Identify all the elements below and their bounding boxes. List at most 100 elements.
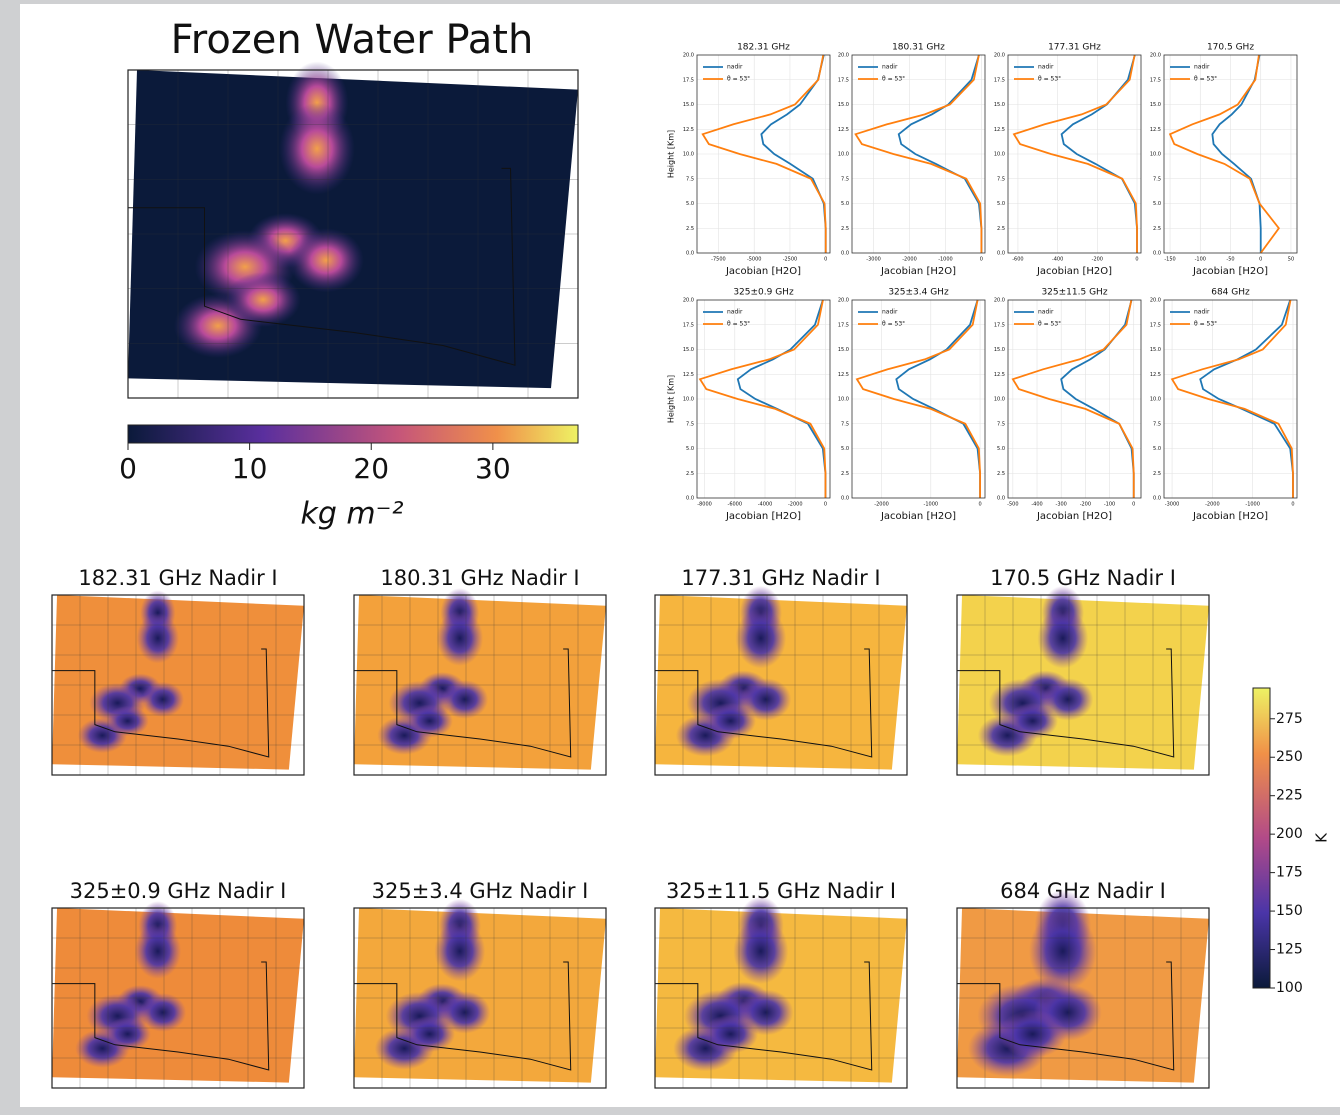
legend-label: θ = 53°: [1194, 76, 1217, 83]
colorbar-tick-label: 0: [119, 452, 137, 485]
y-tick-label: 2.5: [686, 226, 694, 232]
storm-feature: [406, 704, 453, 738]
y-tick-label: 17.5: [994, 77, 1005, 83]
x-tick-label: 0: [1135, 257, 1138, 263]
x-tick-label: -6000: [728, 502, 743, 508]
state-border: [957, 961, 1175, 1071]
map-title: 684 GHz Nadir I: [1000, 879, 1166, 903]
y-tick-label: 2.5: [1153, 471, 1161, 477]
y-tick-label: 2.5: [841, 471, 849, 477]
map-frame: [654, 594, 908, 776]
plot-frame: [1007, 299, 1142, 499]
y-tick-label: 0.0: [841, 496, 849, 502]
y-tick-label: 0.0: [841, 251, 849, 257]
colorbar-tick-label: 125: [1276, 942, 1303, 958]
jacobian-line: [1199, 299, 1294, 498]
storm-feature: [225, 272, 301, 328]
x-tick-label: -150: [1164, 257, 1175, 263]
jacobian-line: [1012, 54, 1138, 253]
y-tick-label: 17.5: [1150, 77, 1161, 83]
state-border: [128, 167, 516, 366]
subplot-title: 684 GHz: [1211, 288, 1250, 298]
x-axis-label: Jacobian [H2O]: [1036, 266, 1112, 277]
map-frame: [51, 594, 305, 776]
storm-feature: [279, 102, 355, 195]
storm-feature: [139, 992, 187, 1032]
y-tick-label: 10.0: [683, 397, 694, 403]
y-tick-label: 7.5: [1153, 421, 1161, 427]
jacobian-line: [1011, 299, 1135, 498]
y-tick-label: 0.0: [686, 251, 694, 257]
y-tick-label: 12.5: [994, 372, 1005, 378]
legend-label: nadir: [1194, 64, 1210, 71]
x-tick-label: 0: [978, 502, 981, 508]
storm-feature: [1007, 702, 1059, 740]
storm-feature: [106, 705, 149, 737]
y-tick-label: 17.5: [1150, 322, 1161, 328]
y-tick-label: 20.0: [838, 298, 849, 304]
y-tick-label: 20.0: [1150, 298, 1161, 304]
colorbar-label: K: [1313, 832, 1331, 843]
x-axis-label: Jacobian [H2O]: [1036, 511, 1112, 522]
map-title: 325±3.4 GHz Nadir I: [372, 879, 589, 903]
y-tick-label: 12.5: [1150, 127, 1161, 133]
y-tick-label: 10.0: [838, 397, 849, 403]
colorbar-tick-label: 150: [1276, 903, 1303, 919]
y-tick-label: 7.5: [686, 176, 694, 182]
y-tick-label: 5.0: [1153, 446, 1161, 452]
storm-feature: [1028, 910, 1097, 992]
colorbar-tick-label: 30: [475, 452, 511, 485]
map-title: 170.5 GHz Nadir I: [990, 566, 1176, 590]
storm-feature: [439, 991, 491, 1034]
x-tick-label: -2000: [902, 257, 917, 263]
y-tick-label: 12.5: [994, 127, 1005, 133]
storm-feature: [998, 1009, 1067, 1059]
subplot-title: 325±3.4 GHz: [888, 288, 949, 298]
map-title: 180.31 GHz Nadir I: [380, 566, 579, 590]
storm-feature: [703, 1014, 759, 1054]
jacobian-line: [701, 54, 827, 253]
map-frame: [956, 907, 1210, 1089]
map-frame: [51, 907, 305, 1089]
x-tick-label: -8000: [697, 502, 712, 508]
y-tick-label: 2.5: [1153, 226, 1161, 232]
y-axis-label: Height [Km]: [667, 130, 676, 178]
y-tick-label: 15.0: [838, 102, 849, 108]
y-tick-label: 10.0: [838, 152, 849, 158]
x-tick-label: -1000: [1245, 502, 1260, 508]
plot-frame: [1007, 54, 1142, 254]
y-tick-label: 15.0: [994, 102, 1005, 108]
y-tick-label: 0.0: [686, 496, 694, 502]
y-tick-label: 15.0: [1150, 102, 1161, 108]
y-tick-label: 7.5: [997, 421, 1005, 427]
subplot-title: 325±0.9 GHz: [733, 288, 794, 298]
x-axis-label: Jacobian [H2O]: [725, 266, 801, 277]
jacobian-line: [1168, 54, 1280, 254]
y-tick-label: 17.5: [838, 322, 849, 328]
chart-title: Frozen Water Path: [171, 17, 534, 63]
y-tick-label: 10.0: [1150, 397, 1161, 403]
storm-feature: [141, 681, 185, 718]
y-tick-label: 17.5: [683, 322, 694, 328]
y-tick-label: 5.0: [841, 201, 849, 207]
storm-feature: [104, 1017, 151, 1051]
legend-label: θ = 53°: [727, 321, 750, 328]
subplot-title: 180.31 GHz: [892, 43, 945, 53]
y-tick-label: 7.5: [997, 176, 1005, 182]
x-tick-label: 0: [824, 257, 827, 263]
y-tick-label: 7.5: [686, 421, 694, 427]
y-tick-label: 5.0: [686, 201, 694, 207]
y-tick-label: 2.5: [997, 226, 1005, 232]
storm-feature: [1042, 678, 1094, 721]
legend-label: nadir: [1038, 64, 1054, 71]
colorbar-tick-label: 20: [353, 452, 389, 485]
y-tick-label: 12.5: [838, 372, 849, 378]
colorbar-tick-label: 100: [1276, 980, 1303, 996]
colorbar-tick-label: 275: [1276, 711, 1303, 727]
state-border: [354, 648, 572, 758]
legend-label: nadir: [1194, 309, 1210, 316]
x-tick-label: 0: [1132, 502, 1135, 508]
y-tick-label: 5.0: [686, 446, 694, 452]
jacobian-line: [698, 299, 827, 498]
state-border: [354, 961, 572, 1071]
